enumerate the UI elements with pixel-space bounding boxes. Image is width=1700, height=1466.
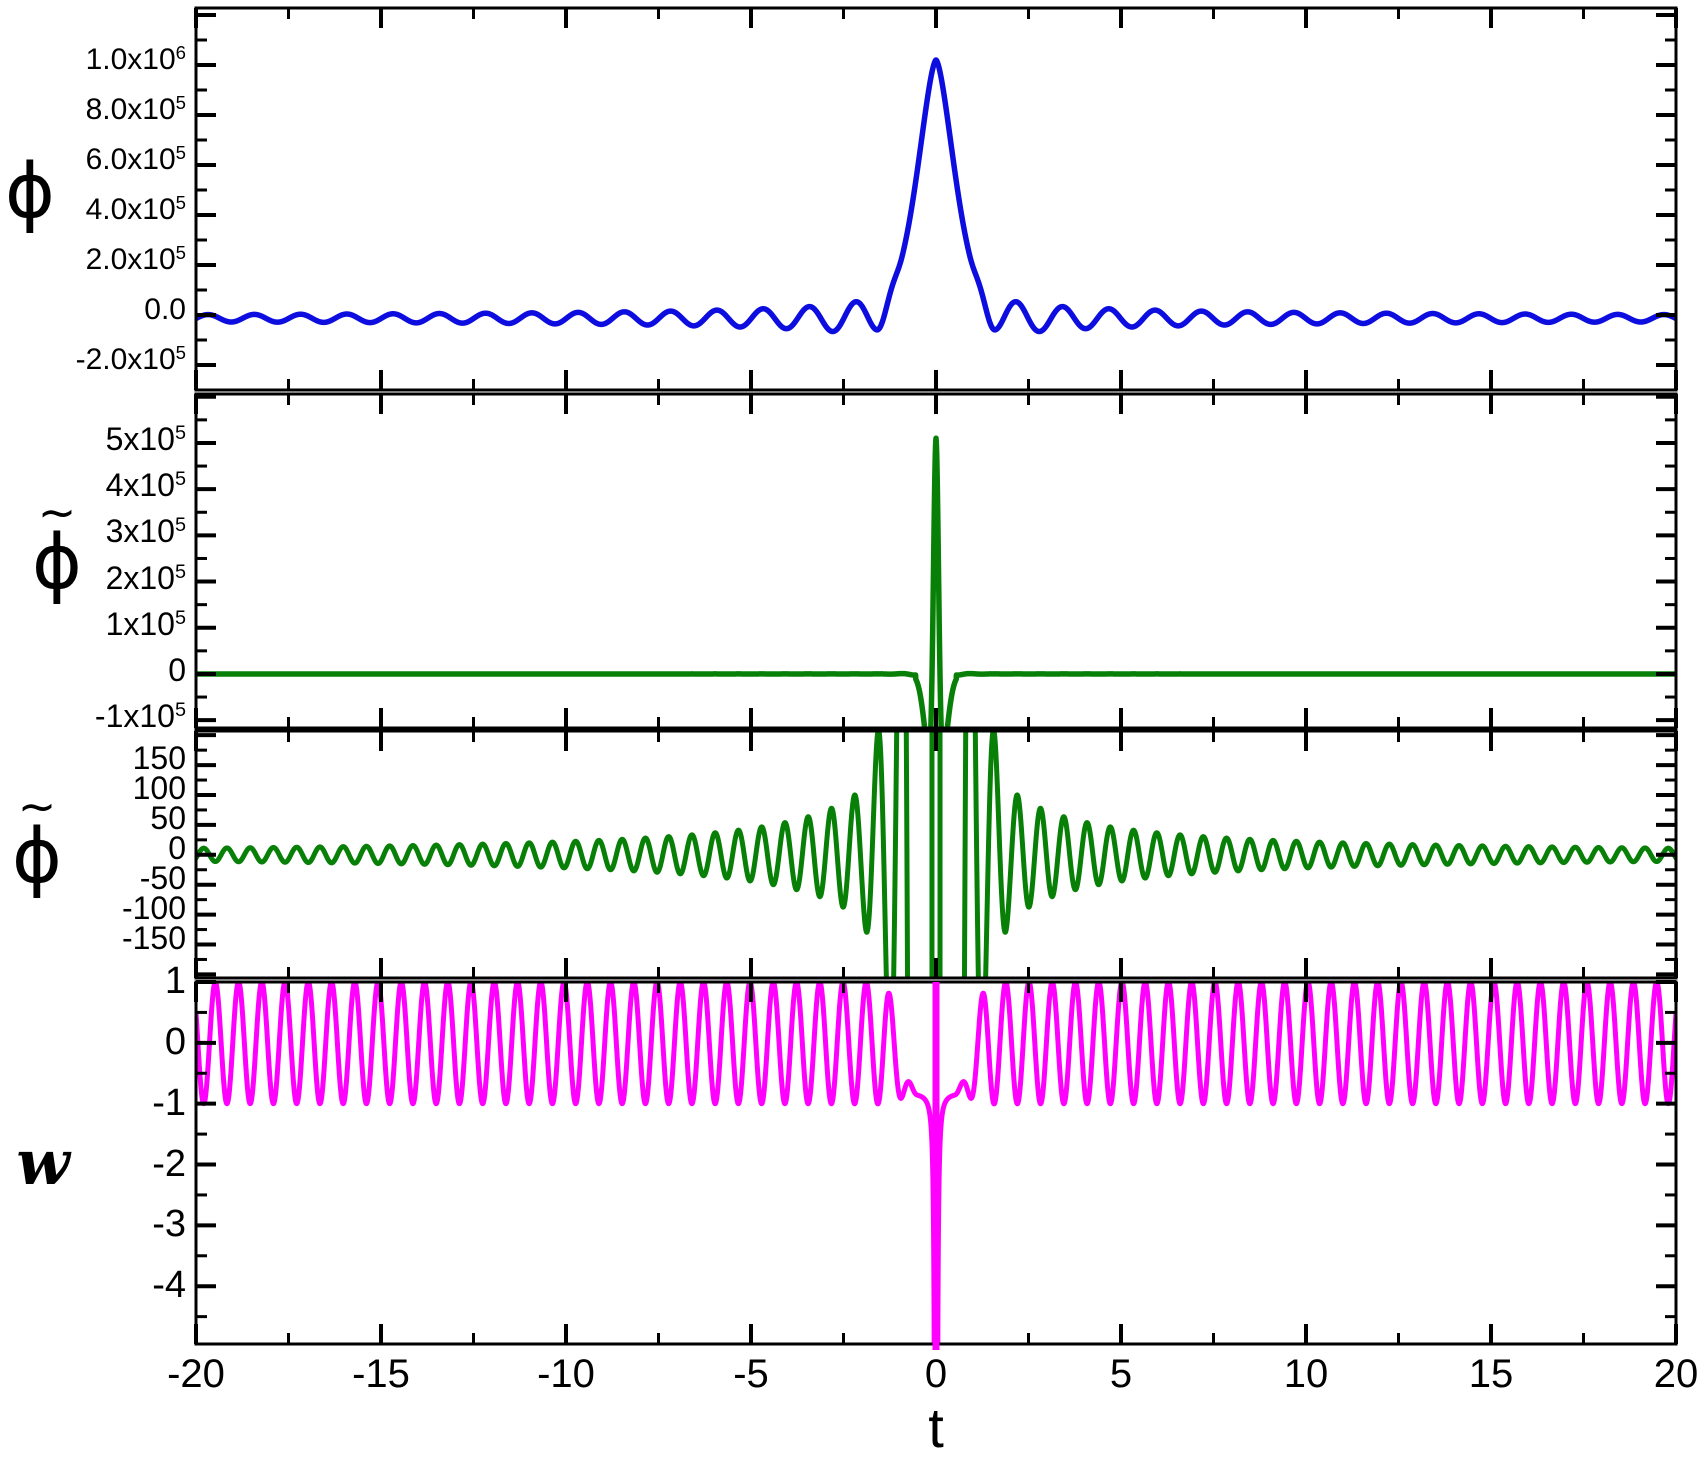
x-tick-label: -5 bbox=[733, 1352, 769, 1396]
x-tick-label: 0 bbox=[924, 1352, 948, 1396]
y-axis-title-w: w bbox=[8, 1132, 78, 1194]
phi-symbol: ϕ bbox=[4, 146, 56, 235]
y-tick-label: -50 bbox=[139, 859, 186, 896]
x-tick-label: 10 bbox=[1283, 1352, 1329, 1396]
x-tick-label: 5 bbox=[1109, 1352, 1133, 1396]
y-tick-label: -1 bbox=[152, 1081, 186, 1124]
y-tick-label: 1x105 bbox=[105, 605, 186, 642]
y-tick-label: 3x105 bbox=[105, 513, 186, 550]
phi-symbol: ϕ bbox=[11, 810, 63, 900]
w-curve bbox=[197, 983, 1675, 1343]
x-axis-title: t bbox=[928, 1396, 944, 1459]
y-axis-title-phi: ϕ bbox=[0, 153, 60, 229]
y-tick-label: 1 bbox=[164, 960, 186, 1002]
y-tick-label: 2.0x105 bbox=[85, 241, 186, 276]
y-tick-label: -150 bbox=[121, 919, 186, 956]
y-tick-label: 1.0x106 bbox=[85, 41, 186, 76]
x-tick-label: -20 bbox=[167, 1352, 225, 1396]
y-tick-label: 5x105 bbox=[105, 420, 186, 457]
y-tick-label: 4x105 bbox=[105, 467, 186, 504]
phi-tilde-zoom-curve bbox=[197, 732, 1675, 977]
y-tick-label: 6.0x105 bbox=[85, 141, 186, 176]
x-tick-label: 20 bbox=[1653, 1352, 1699, 1396]
w-symbol: w bbox=[16, 1126, 70, 1199]
y-tick-label: 0 bbox=[164, 1020, 186, 1063]
panel-border bbox=[194, 729, 1678, 980]
x-tick-label: 15 bbox=[1468, 1352, 1514, 1396]
phi-symbol: ϕ bbox=[31, 517, 83, 606]
y-tick-label: 0.0 bbox=[144, 293, 186, 326]
y-tick-label: 50 bbox=[150, 799, 186, 836]
y-tick-label: 150 bbox=[132, 740, 186, 777]
y-tick-label: 2x105 bbox=[105, 559, 186, 596]
panel-border bbox=[194, 392, 1678, 730]
y-tick-label: 0 bbox=[168, 829, 186, 866]
y-tick-label: -3 bbox=[152, 1203, 186, 1246]
panel-border bbox=[194, 6, 1678, 392]
y-tick-label: -1x105 bbox=[94, 698, 186, 735]
y-tick-label: -2.0x105 bbox=[75, 341, 186, 376]
x-tick-label: -15 bbox=[352, 1352, 410, 1396]
y-tick-label: -4 bbox=[152, 1264, 186, 1307]
phi-curve bbox=[197, 57, 1675, 335]
y-tick-label: 100 bbox=[132, 769, 186, 806]
y-tick-label: 8.0x105 bbox=[85, 91, 186, 126]
y-tick-label: 0 bbox=[168, 651, 186, 688]
x-tick-label: -10 bbox=[537, 1352, 595, 1396]
y-tick-label: 4.0x105 bbox=[85, 191, 186, 226]
y-tick-label: -100 bbox=[121, 889, 186, 926]
y-tick-label: -2 bbox=[152, 1142, 186, 1185]
phi-tilde-curve bbox=[197, 435, 1675, 727]
